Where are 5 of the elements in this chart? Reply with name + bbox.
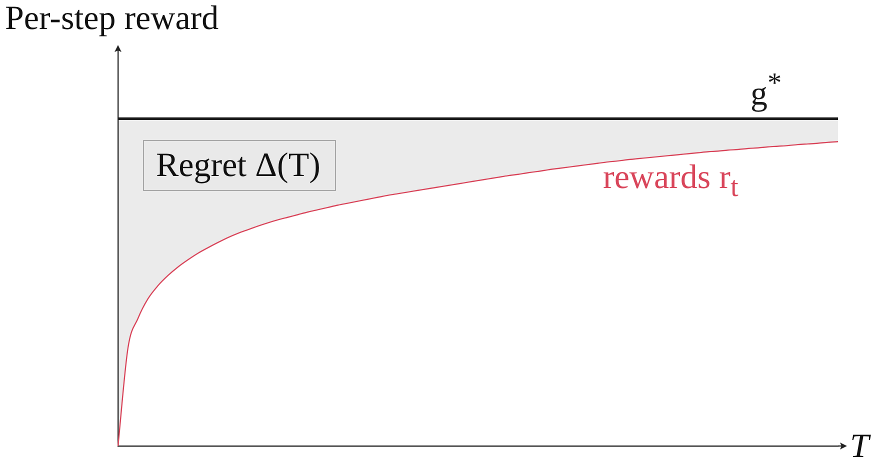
y-axis-title: Per-step reward bbox=[5, 0, 219, 38]
series-label: g$^{*}$ bbox=[750, 68, 782, 112]
series-label: rewards r$_{t}$ bbox=[603, 158, 738, 203]
x-axis-title: T bbox=[850, 428, 869, 465]
annotation: Regret Δ(T) bbox=[143, 140, 336, 192]
